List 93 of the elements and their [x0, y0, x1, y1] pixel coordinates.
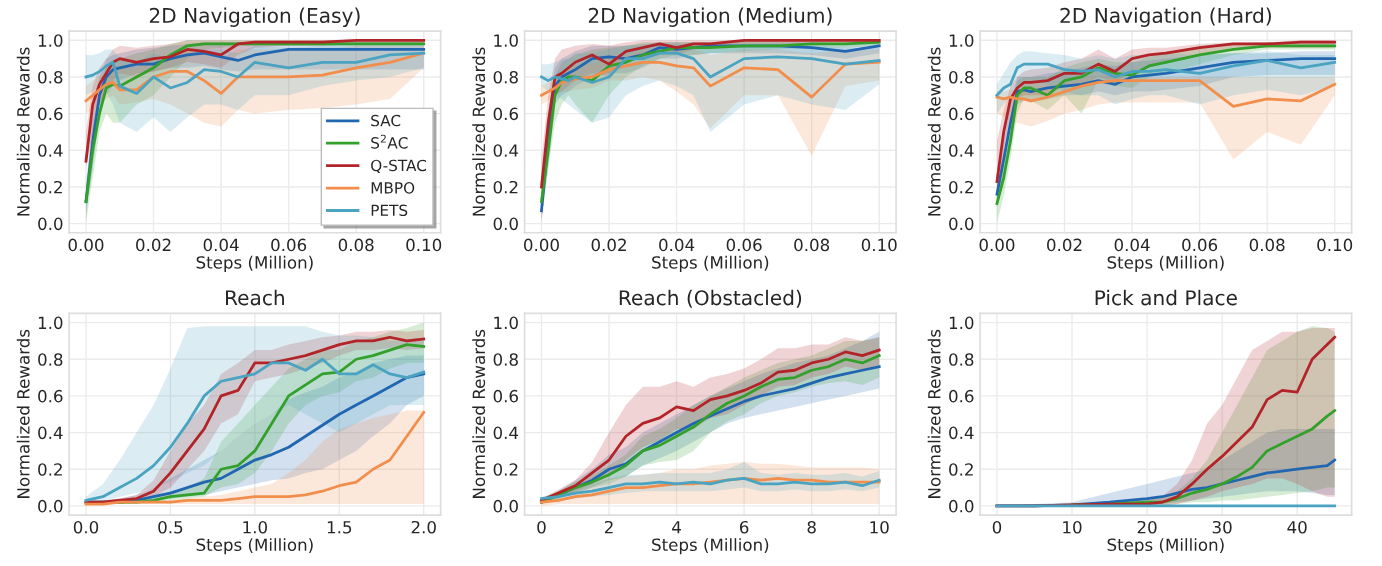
y-tick-label: 0.6 — [493, 389, 518, 403]
x-tick-label: 0.06 — [1182, 238, 1218, 252]
x-tick-label: 0 — [537, 520, 546, 534]
y-tick-label: 0.0 — [38, 499, 63, 513]
y-tick-label: 0.2 — [949, 180, 973, 194]
x-tick-label: 0 — [992, 520, 1002, 534]
chart-title: Pick and Place — [1095, 289, 1237, 306]
x-tick-label: 4 — [672, 521, 681, 534]
legend-label: MBPO — [371, 182, 415, 194]
x-tick-label: 1.5 — [327, 521, 352, 534]
y-tick-label: 0.2 — [949, 463, 973, 476]
x-tick-label: 0.00 — [68, 238, 104, 252]
y-tick-label: 0.4 — [949, 426, 974, 440]
chart-title: 2D Navigation (Easy) — [149, 7, 360, 27]
x-tick-label: 0.00 — [524, 238, 559, 252]
x-tick-label: 0.10 — [861, 238, 897, 252]
x-tick-label: 10 — [1063, 520, 1082, 534]
y-axis-title: Normalized Rewards — [472, 329, 486, 498]
y-axis-title: Normalized Rewards — [16, 47, 30, 216]
y-tick-label: 0.0 — [493, 499, 518, 513]
y-tick-label: 0.0 — [493, 217, 518, 231]
x-axis-title: Steps (Million) — [196, 538, 313, 555]
x-tick-label: 8 — [807, 520, 816, 534]
y-tick-label: 0.6 — [949, 107, 974, 121]
x-tick-label: 40 — [1287, 520, 1307, 534]
x-axis-title: Steps (Million) — [1107, 255, 1224, 272]
x-tick-label: 0.04 — [659, 238, 695, 252]
y-tick-label: 0.8 — [38, 353, 63, 366]
chart-title: Reach — [226, 289, 284, 306]
x-tick-label: 0.06 — [726, 238, 762, 252]
x-tick-label: 0.04 — [203, 238, 239, 252]
y-tick-label: 0.8 — [38, 70, 63, 84]
x-tick-label: 0.06 — [271, 238, 307, 252]
y-tick-label: 0.4 — [38, 144, 63, 157]
x-tick-label: 0.00 — [979, 238, 1015, 252]
x-tick-label: 0.10 — [406, 238, 442, 252]
x-tick-label: 0.08 — [1249, 238, 1285, 252]
y-tick-label: 0.6 — [949, 389, 974, 403]
legend-label: Q-STAC — [371, 159, 427, 173]
chart-title: 2D Navigation (Medium) — [588, 7, 832, 27]
y-axis-title: Normalized Rewards — [16, 329, 30, 498]
x-tick-label: 0.02 — [1047, 238, 1082, 252]
x-tick-label: 20 — [1137, 520, 1157, 534]
x-axis-title: Steps (Million) — [652, 538, 769, 555]
x-tick-label: 0.0 — [73, 520, 99, 534]
x-axis-title: Steps (Million) — [652, 255, 769, 272]
y-axis-title: Normalized Rewards — [927, 329, 941, 498]
y-tick-label: 1.0 — [949, 316, 974, 330]
x-tick-label: 10 — [870, 520, 889, 534]
x-tick-label: 0.08 — [794, 238, 830, 252]
y-tick-label: 0.0 — [38, 217, 63, 231]
x-axis-title: Steps (Million) — [1107, 538, 1224, 555]
y-tick-label: 0.6 — [493, 107, 518, 121]
legend-label: S$^{2}$AC — [371, 134, 408, 149]
x-tick-label: 0.02 — [136, 238, 171, 252]
legend-label: PETS — [371, 204, 408, 217]
y-tick-label: 0.6 — [38, 389, 63, 403]
y-tick-label: 0.6 — [38, 107, 63, 121]
y-tick-label: 0.2 — [493, 463, 518, 476]
y-tick-label: 0.4 — [949, 144, 974, 157]
x-tick-label: 0.10 — [1317, 238, 1353, 252]
chart-title: 2D Navigation (Hard) — [1060, 7, 1271, 27]
y-tick-label: 0.8 — [493, 70, 518, 84]
y-tick-label: 1.0 — [38, 316, 63, 330]
x-tick-label: 0.04 — [1114, 238, 1150, 252]
y-tick-label: 1.0 — [949, 34, 974, 47]
x-axis-title: Steps (Million) — [196, 255, 313, 272]
y-axis-title: Normalized Rewards — [927, 47, 941, 216]
x-tick-label: 1.0 — [243, 520, 268, 534]
x-tick-label: 0.08 — [338, 238, 374, 252]
x-tick-label: 30 — [1212, 520, 1232, 534]
y-tick-label: 0.4 — [493, 144, 519, 157]
y-tick-label: 1.0 — [38, 34, 63, 47]
y-tick-label: 1.0 — [494, 34, 518, 47]
y-tick-label: 0.2 — [38, 180, 62, 194]
y-tick-label: 0.0 — [949, 499, 974, 513]
y-tick-label: 0.0 — [949, 217, 974, 231]
x-tick-label: 6 — [739, 520, 749, 534]
y-tick-label: 1.0 — [494, 316, 518, 330]
y-axis-title: Normalized Rewards — [472, 47, 486, 216]
y-tick-label: 0.2 — [38, 463, 62, 476]
y-tick-label: 0.8 — [493, 353, 518, 366]
x-tick-label: 0.02 — [591, 238, 626, 252]
x-tick-label: 2 — [604, 520, 613, 534]
y-tick-label: 0.4 — [38, 426, 63, 440]
chart-title: Reach (Obstacled) — [619, 289, 802, 308]
x-tick-label: 0.5 — [158, 520, 183, 534]
y-tick-label: 0.8 — [949, 70, 974, 84]
legend-label: SAC — [371, 114, 401, 127]
x-tick-label: 2.0 — [411, 520, 436, 534]
y-tick-label: 0.4 — [493, 426, 519, 440]
y-tick-label: 0.2 — [493, 180, 518, 194]
y-tick-label: 0.8 — [949, 353, 974, 366]
